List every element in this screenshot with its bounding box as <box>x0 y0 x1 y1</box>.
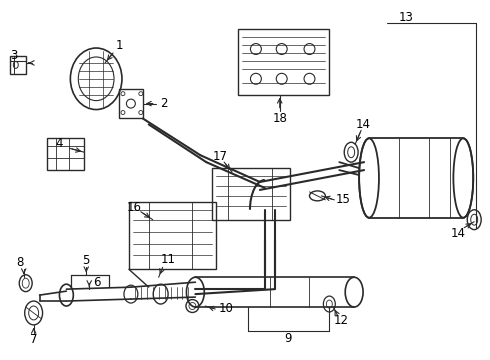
Text: 2: 2 <box>160 97 168 110</box>
Bar <box>119 89 143 118</box>
Text: 4: 4 <box>56 137 63 150</box>
Text: 13: 13 <box>398 11 413 24</box>
Text: 16: 16 <box>126 201 141 214</box>
Text: 6: 6 <box>94 276 101 289</box>
Bar <box>129 202 216 269</box>
Text: 8: 8 <box>16 256 24 269</box>
Text: 1: 1 <box>115 39 122 51</box>
Text: 10: 10 <box>219 302 234 315</box>
Bar <box>10 56 25 74</box>
Text: 15: 15 <box>336 193 351 206</box>
Bar <box>47 138 84 170</box>
Text: 17: 17 <box>213 150 228 163</box>
Text: 18: 18 <box>272 112 287 125</box>
Text: 11: 11 <box>161 253 176 266</box>
Text: 9: 9 <box>284 332 292 345</box>
Text: 5: 5 <box>82 254 90 267</box>
Text: 14: 14 <box>356 118 370 131</box>
Text: 12: 12 <box>334 314 349 327</box>
Bar <box>238 29 329 95</box>
Text: 7: 7 <box>30 333 37 346</box>
Bar <box>212 168 290 220</box>
Text: 3: 3 <box>10 49 18 63</box>
Text: 14: 14 <box>451 227 466 240</box>
